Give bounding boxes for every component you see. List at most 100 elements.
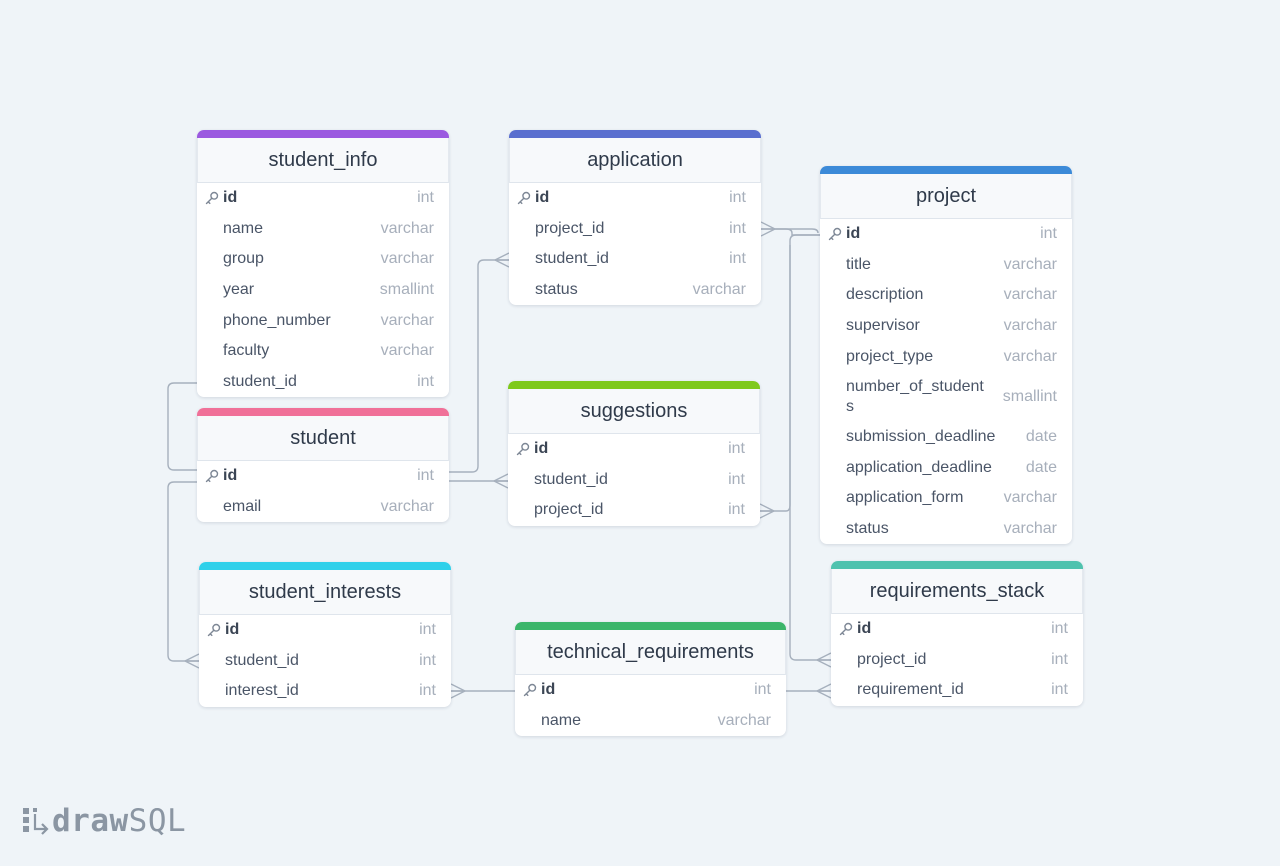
column-row[interactable]: id int xyxy=(515,675,786,706)
many-end-marker xyxy=(184,653,200,669)
column-name: faculty xyxy=(223,342,270,360)
column-row[interactable]: id int xyxy=(197,183,449,214)
column-name: interest_id xyxy=(225,682,299,700)
column-row[interactable]: requirement_id int xyxy=(831,675,1083,706)
column-row[interactable]: year smallint xyxy=(197,275,449,306)
column-name: id xyxy=(534,440,549,458)
column-type: varchar xyxy=(717,711,771,729)
column-row[interactable]: project_id int xyxy=(831,645,1083,676)
column-row[interactable]: status varchar xyxy=(820,514,1072,545)
column-row[interactable]: name varchar xyxy=(515,706,786,737)
table-title[interactable]: project xyxy=(820,174,1072,219)
column-name: id xyxy=(541,681,556,699)
table-student[interactable]: student id int email varchar xyxy=(197,408,449,523)
column-type: int xyxy=(417,467,434,485)
column-type: smallint xyxy=(379,281,434,299)
column-row[interactable]: status varchar xyxy=(509,275,761,306)
column-row[interactable]: id int xyxy=(509,183,761,214)
column-type: int xyxy=(419,651,436,669)
column-row[interactable]: group varchar xyxy=(197,244,449,275)
many-end-marker xyxy=(816,652,832,668)
column-type: varchar xyxy=(692,281,746,299)
table-color-bar xyxy=(199,562,451,570)
table-student-info[interactable]: student_info id int name varchar group varchar… xyxy=(197,130,449,398)
column-row[interactable]: application_form varchar xyxy=(820,483,1072,514)
column-row[interactable]: project_id int xyxy=(508,495,760,526)
column-name: id xyxy=(225,621,240,639)
table-requirements-stack[interactable]: requirements_stack id int project_id int requ… xyxy=(831,561,1083,706)
table-application[interactable]: application id int project_id int student_id i… xyxy=(509,130,761,306)
column-row[interactable]: application_deadline date xyxy=(820,453,1072,484)
column-row[interactable]: project_type varchar xyxy=(820,341,1072,372)
column-name: requirement_id xyxy=(857,681,964,699)
column-row[interactable]: student_id int xyxy=(508,465,760,496)
column-name: student_id xyxy=(535,250,609,268)
column-row[interactable]: interest_id int xyxy=(199,676,451,707)
column-row[interactable]: id int xyxy=(197,461,449,492)
column-row[interactable]: id int xyxy=(831,614,1083,645)
column-name: id xyxy=(535,189,550,207)
column-type: int xyxy=(728,501,745,519)
relationship-line xyxy=(761,228,820,236)
column-name: group xyxy=(223,250,264,268)
column-row[interactable]: project_id int xyxy=(509,214,761,245)
column-name: description xyxy=(846,286,924,304)
column-row[interactable]: number_of_student s smallint xyxy=(820,372,1072,422)
table-color-bar xyxy=(197,408,449,416)
column-name: student_id xyxy=(225,651,299,669)
column-name: project_id xyxy=(535,219,605,237)
table-color-bar xyxy=(515,622,786,630)
column-row[interactable]: title varchar xyxy=(820,250,1072,281)
table-project[interactable]: project id int title varchar description varch… xyxy=(820,166,1072,545)
column-type: varchar xyxy=(1003,489,1057,507)
column-type: varchar xyxy=(380,311,434,329)
table-color-bar xyxy=(820,166,1072,174)
column-row[interactable]: id int xyxy=(508,434,760,465)
table-title[interactable]: student_interests xyxy=(199,570,451,615)
column-row[interactable]: student_id int xyxy=(199,646,451,677)
table-title[interactable]: technical_requirements xyxy=(515,630,786,675)
column-row[interactable]: id int xyxy=(199,615,451,646)
column-type: int xyxy=(1051,650,1068,668)
column-row[interactable]: supervisor varchar xyxy=(820,311,1072,342)
column-type: date xyxy=(1025,428,1057,446)
column-type: date xyxy=(1025,458,1057,476)
column-row[interactable]: submission_deadline date xyxy=(820,422,1072,453)
column-row[interactable]: id int xyxy=(820,219,1072,250)
relationship-line xyxy=(449,259,509,473)
table-title[interactable]: student xyxy=(197,416,449,461)
many-end-marker xyxy=(816,683,832,699)
primary-key-icon xyxy=(516,442,530,456)
table-title[interactable]: suggestions xyxy=(508,389,760,434)
many-end-marker xyxy=(450,683,466,699)
column-type: smallint xyxy=(1002,387,1057,405)
column-row[interactable]: student_id int xyxy=(197,367,449,398)
column-row[interactable]: phone_number varchar xyxy=(197,305,449,336)
column-type: int xyxy=(419,621,436,639)
column-row[interactable]: email varchar xyxy=(197,492,449,523)
table-title[interactable]: requirements_stack xyxy=(831,569,1083,614)
primary-key-icon xyxy=(523,683,537,697)
column-row[interactable]: student_id int xyxy=(509,244,761,275)
drawsql-logo-text: drawSQL xyxy=(52,803,187,839)
column-name: email xyxy=(223,497,262,515)
column-row[interactable]: description varchar xyxy=(820,280,1072,311)
column-name: project_type xyxy=(846,347,934,365)
primary-key-icon xyxy=(828,227,842,241)
column-row[interactable]: name varchar xyxy=(197,214,449,245)
column-name: year xyxy=(223,281,255,299)
table-suggestions[interactable]: suggestions id int student_id int project_id i… xyxy=(508,381,760,526)
column-name: status xyxy=(846,520,889,538)
column-row[interactable]: faculty varchar xyxy=(197,336,449,367)
many-end-marker xyxy=(760,221,776,237)
column-type: int xyxy=(729,219,746,237)
column-type: varchar xyxy=(1003,520,1057,538)
column-type: int xyxy=(754,681,771,699)
table-title[interactable]: application xyxy=(509,138,761,183)
column-type: int xyxy=(729,189,746,207)
column-name: title xyxy=(846,255,871,273)
table-title[interactable]: student_info xyxy=(197,138,449,183)
